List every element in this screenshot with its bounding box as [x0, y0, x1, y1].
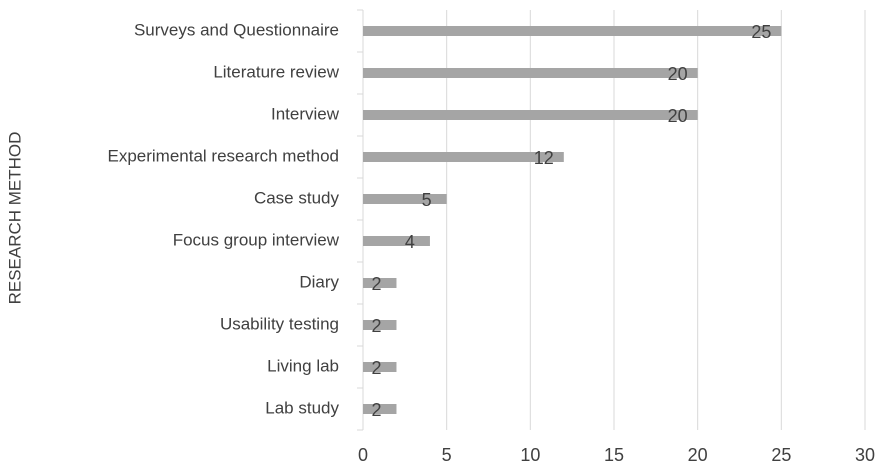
y-tick-label: Usability testing [220, 314, 339, 333]
bar [363, 194, 447, 204]
x-tick-label: 25 [771, 445, 791, 465]
data-label: 12 [534, 148, 554, 168]
y-tick-label: Focus group interview [173, 230, 340, 249]
data-label: 2 [371, 358, 381, 378]
x-tick-label: 0 [358, 445, 368, 465]
bar [363, 320, 397, 330]
y-tick-label: Interview [271, 104, 340, 123]
y-tick-label: Literature review [213, 62, 339, 81]
x-tick-label: 30 [855, 445, 875, 465]
bar [363, 68, 698, 78]
y-tick-label: Lab study [265, 398, 339, 417]
bar [363, 362, 397, 372]
x-tick-label: 20 [688, 445, 708, 465]
y-tick-label: Experimental research method [107, 146, 339, 165]
data-label: 20 [668, 106, 688, 126]
data-label: 4 [405, 232, 415, 252]
y-tick-label: Case study [254, 188, 340, 207]
y-tick-label: Living lab [267, 356, 339, 375]
bar [363, 236, 430, 246]
data-label: 25 [751, 22, 771, 42]
y-tick-label: Surveys and Questionnaire [134, 20, 339, 39]
bar [363, 110, 698, 120]
bar [363, 26, 782, 36]
y-axis-label: RESEARCH METHOD [5, 132, 24, 305]
bar [363, 278, 397, 288]
x-tick-label: 5 [442, 445, 452, 465]
data-label: 2 [371, 316, 381, 336]
data-label: 5 [422, 190, 432, 210]
x-tick-label: 15 [604, 445, 624, 465]
data-label: 2 [371, 274, 381, 294]
data-label: 2 [371, 400, 381, 420]
y-tick-label: Diary [299, 272, 339, 291]
bar [363, 404, 397, 414]
x-tick-label: 10 [520, 445, 540, 465]
bar [363, 152, 564, 162]
data-label: 20 [668, 64, 688, 84]
